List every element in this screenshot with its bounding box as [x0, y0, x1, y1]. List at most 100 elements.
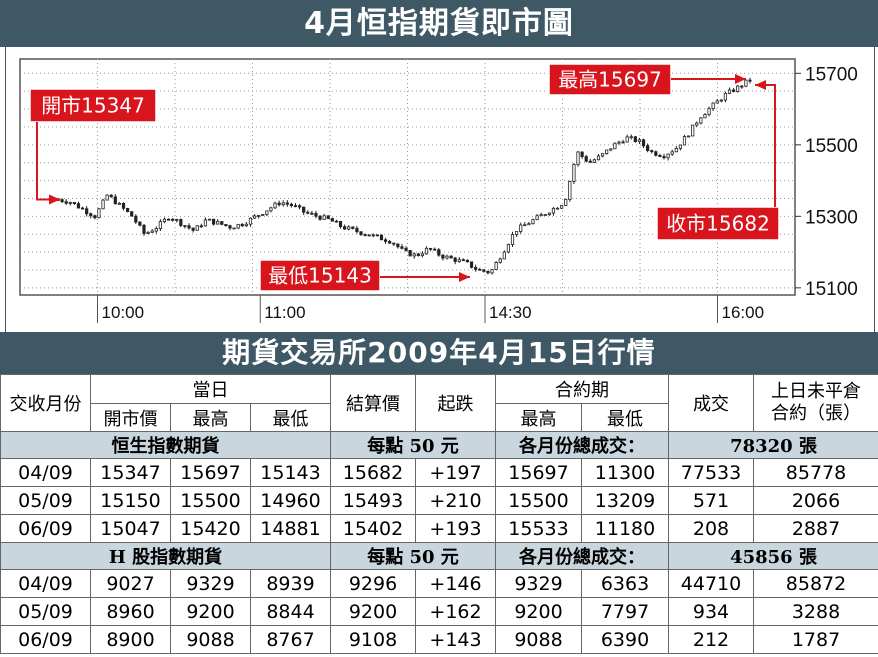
high-annotation-label: 最高15697	[558, 68, 662, 92]
y-tick-label: 15100	[805, 279, 858, 300]
candle-body	[580, 151, 584, 157]
header-oi-line1: 上日未平倉	[771, 381, 862, 402]
low-annotation-box	[259, 259, 381, 292]
table-cell: 11180	[581, 514, 670, 543]
header-contract-low: 最低	[581, 403, 670, 432]
candle-body	[388, 241, 392, 244]
candle-body	[494, 261, 498, 270]
table-cell: 571	[668, 486, 755, 515]
candle-body	[281, 202, 285, 206]
candle-body	[72, 202, 76, 204]
candle-body	[703, 114, 707, 119]
candle-body	[80, 207, 85, 210]
candle-body	[535, 215, 539, 221]
table-cell: 15420	[170, 514, 251, 543]
candle-body	[89, 213, 93, 217]
candle-body	[662, 156, 666, 159]
candle-body	[646, 145, 650, 151]
candle-body	[400, 246, 404, 249]
candle-body	[207, 218, 212, 221]
candle-body	[715, 100, 719, 104]
candle-body	[568, 181, 572, 200]
candle-body	[412, 253, 416, 257]
header-oi-line2: 合約（張）	[771, 403, 862, 424]
candle-body	[465, 259, 470, 263]
candle-body	[297, 205, 302, 208]
table-cell: 8939	[249, 569, 332, 598]
table-row: 06/09 15047 15420 14881 15402 +193 15533 11180 2…	[0, 514, 878, 543]
table-cell: 44710	[668, 569, 755, 598]
candle-body	[727, 89, 732, 94]
high-annotation-box	[548, 63, 672, 96]
intraday-chart: 15100 15300 15500 15700 10:00 11:00 14:30 16:0…	[19, 58, 858, 323]
table-cell: 06/09	[0, 514, 91, 543]
candle-body	[437, 249, 441, 256]
table-cell: +146	[415, 569, 497, 598]
chart-panel: 15100 15300 15500 15700 10:00 11:00 14:30 16:0…	[0, 47, 878, 332]
table-title: 期貨交易所2009年4月15日行情	[0, 332, 878, 374]
header-settle: 結算價	[330, 374, 417, 432]
candle-body	[232, 227, 236, 230]
table-cell: 14960	[249, 486, 332, 515]
chart-frame	[5, 47, 875, 332]
table-cell: 85778	[753, 458, 878, 487]
candle-body	[121, 202, 126, 209]
table-cell: +197	[415, 458, 497, 487]
table-cell: 15347	[90, 458, 171, 487]
x-tick-label: 14:30	[489, 303, 532, 322]
candle-body	[154, 228, 158, 232]
x-tick-label: 10:00	[102, 303, 145, 322]
table-cell: 9200	[170, 597, 251, 626]
table-cell: 1787	[753, 625, 878, 654]
candle-body	[277, 202, 281, 206]
candle-body	[666, 153, 670, 159]
candle-body	[506, 244, 511, 253]
candle-body	[498, 258, 502, 263]
candle-body	[314, 213, 318, 217]
candle-body	[158, 221, 162, 229]
table-row: 04/09 9027 9329 8939 9296 +146 9329 6363 44710 85…	[0, 569, 878, 598]
table-cell: +193	[415, 514, 497, 543]
candle-body	[678, 144, 682, 149]
table-cell: 15682	[330, 458, 417, 487]
candle-body	[584, 156, 588, 162]
candle-body	[555, 207, 560, 210]
table-cell: 9200	[330, 597, 417, 626]
candle-body	[551, 207, 556, 214]
candle-body	[539, 214, 543, 217]
section-total-label: 各月份總成交：	[495, 431, 670, 459]
section-per-point: 每點 50 元	[330, 542, 497, 570]
section-per-point: 每點 50 元	[330, 431, 497, 459]
candle-body	[371, 234, 375, 237]
table-row: 06/09 8900 9088 8767 9108 +143 9088 6390 212 1787	[0, 625, 878, 654]
table-cell: 13209	[581, 486, 670, 515]
candle-body	[621, 141, 625, 144]
y-tick-label: 15700	[805, 64, 858, 85]
candle-body	[130, 211, 134, 217]
candle-body	[424, 247, 429, 255]
table-cell: 9108	[330, 625, 417, 654]
candle-body	[142, 224, 146, 234]
table-cell: 9329	[495, 569, 583, 598]
open-annotation-label: 開市15347	[41, 94, 145, 118]
candle-body	[113, 196, 117, 205]
candle-body	[723, 92, 728, 101]
candle-body	[150, 230, 154, 233]
table-cell: 05/09	[0, 486, 91, 515]
candle-body	[64, 201, 68, 204]
candle-body	[236, 223, 240, 229]
header-today: 當日	[89, 374, 332, 404]
candle-body	[592, 159, 597, 163]
candle-body	[547, 212, 551, 215]
candle-body	[711, 102, 715, 109]
candle-body	[445, 255, 449, 259]
table-cell: 15493	[330, 486, 417, 515]
candle-body	[240, 223, 244, 227]
header-open: 開市價	[90, 403, 171, 432]
candle-body	[138, 221, 142, 226]
header-contract: 合約期	[495, 374, 670, 404]
candle-body	[146, 231, 150, 234]
candle-body	[257, 214, 261, 217]
candle-body	[383, 239, 388, 242]
candles	[56, 77, 752, 275]
